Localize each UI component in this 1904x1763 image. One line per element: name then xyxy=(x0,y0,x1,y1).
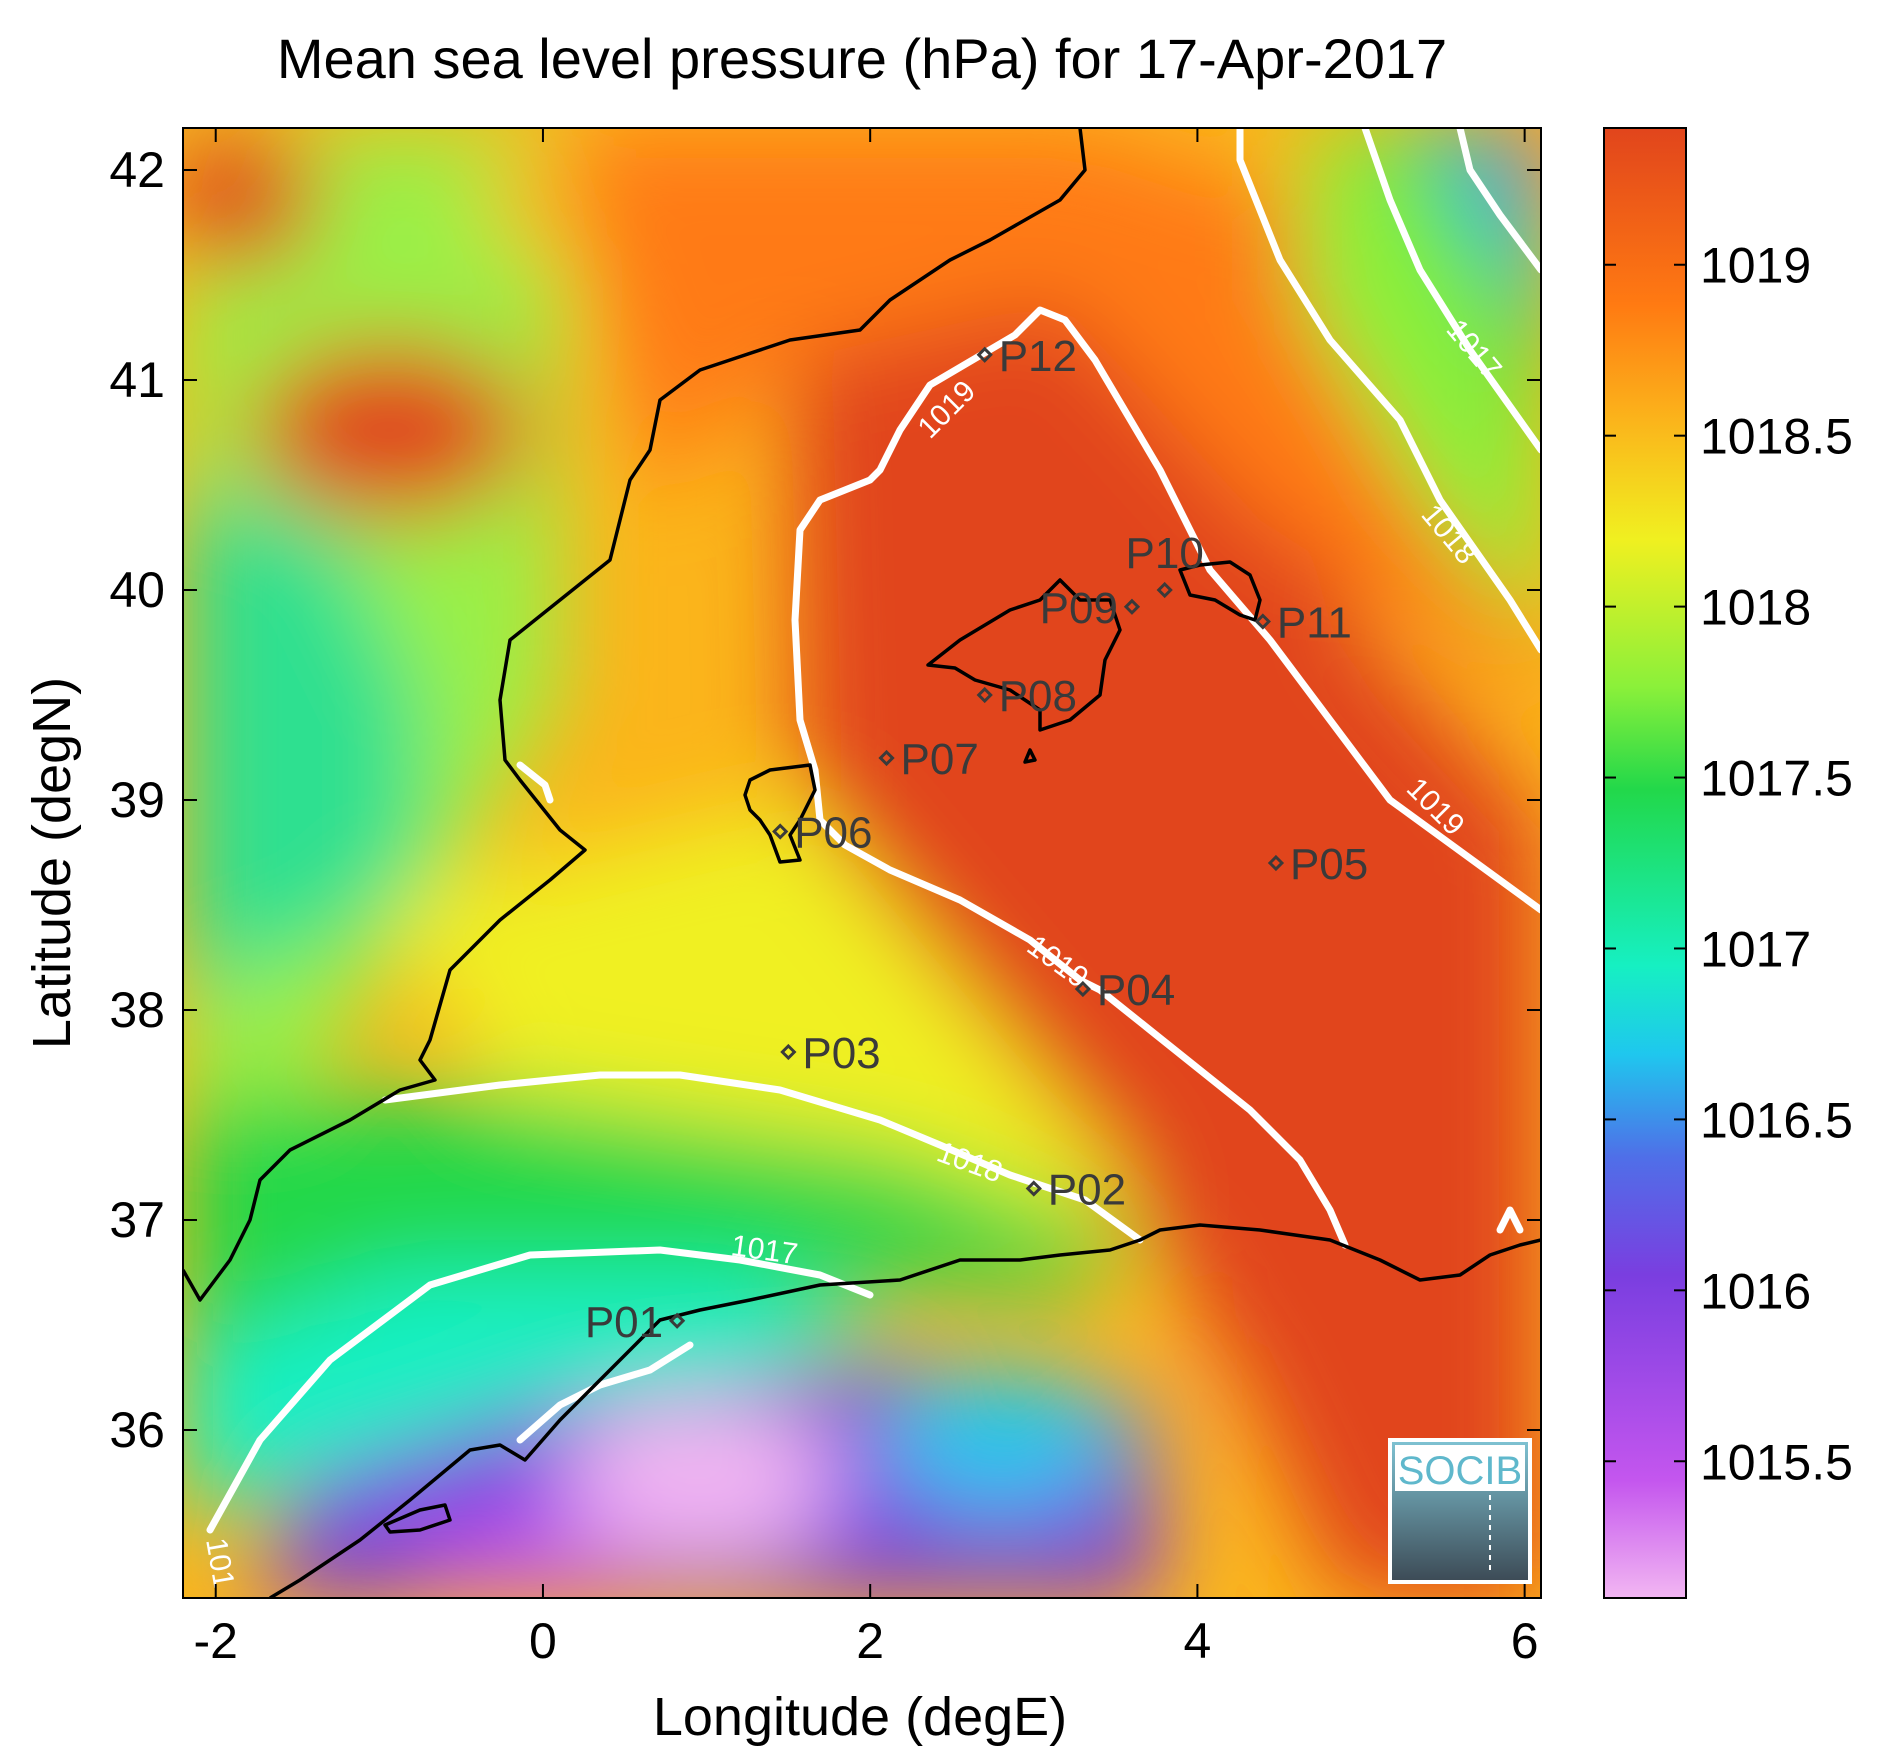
socib-logo-text: SOCIB xyxy=(1398,1449,1522,1493)
station-marker-p02 xyxy=(1025,1180,1042,1197)
x-tick-label: 6 xyxy=(1511,1613,1539,1669)
colorbar-ticks: 1015.5 1016 1016.5 1017 1017.5 1018 1018.5 1019 xyxy=(1604,238,1853,1490)
station-marker-p05 xyxy=(1267,854,1285,872)
plot-frame xyxy=(182,127,1542,1599)
colorbar-tick-label: 1018.5 xyxy=(1700,409,1853,465)
colorbar-tick-label: 1017 xyxy=(1700,921,1811,977)
station-marker-p07 xyxy=(878,749,895,767)
station-marker-p08 xyxy=(976,686,993,704)
colorbar: 1015.5 1016 1016.5 1017 1017.5 1018 1018.5 1019 xyxy=(1603,127,1853,1599)
y-axis: 36 37 38 39 40 41 42 xyxy=(109,142,1541,1458)
chart-title: Mean sea level pressure (hPa) for 17-Apr… xyxy=(277,27,1447,90)
colorbar-tick-label: 1016 xyxy=(1700,1263,1811,1319)
x-tick-label: 0 xyxy=(529,1613,557,1669)
station-label-p09: P09 xyxy=(1040,584,1118,633)
station-label-p11: P11 xyxy=(1277,599,1352,648)
station-label-p12: P12 xyxy=(999,332,1077,381)
station-marker-p10 xyxy=(1156,581,1173,599)
colorbar-gradient xyxy=(1603,127,1687,1599)
station-label-p07: P07 xyxy=(901,735,979,784)
colorbar-tick-label: 1017.5 xyxy=(1700,751,1853,807)
x-axis-label: Longitude (degE) xyxy=(653,1687,1067,1747)
x-axis: -2 0 2 4 6 xyxy=(193,128,1539,1669)
y-axis-label: Latitude (degN) xyxy=(22,677,82,1049)
station-marker-p03 xyxy=(780,1043,797,1061)
x-tick-label: 4 xyxy=(1184,1613,1212,1669)
station-marker-p11 xyxy=(1254,613,1271,630)
station-label-p03: P03 xyxy=(802,1029,880,1078)
station-marker-p12 xyxy=(976,346,993,363)
x-tick-label: -2 xyxy=(193,1613,237,1669)
station-label-p04: P04 xyxy=(1097,966,1175,1015)
y-tick-label: 39 xyxy=(109,772,165,828)
x-tick-label: 2 xyxy=(856,1613,884,1669)
y-tick-label: 37 xyxy=(109,1192,165,1248)
station-label-p06: P06 xyxy=(794,809,872,858)
station-label-p08: P08 xyxy=(999,672,1077,721)
station-marker-p01 xyxy=(668,1312,686,1329)
colorbar-tick-label: 1019 xyxy=(1700,238,1811,294)
colorbar-tick-label: 1018 xyxy=(1700,580,1811,636)
socib-logo: SOCIB xyxy=(1388,1438,1532,1584)
station-marker-p06 xyxy=(772,823,789,840)
station-label-p10: P10 xyxy=(1126,529,1204,578)
contour-lines xyxy=(206,128,1541,1534)
station-marker-p09 xyxy=(1123,598,1141,615)
y-tick-label: 36 xyxy=(109,1402,165,1458)
station-label-p01: P01 xyxy=(585,1298,663,1347)
colorbar-tick-label: 1015.5 xyxy=(1700,1434,1853,1490)
pressure-field: 1019 1019 1019 1018 1018 1017 1017 101 P… xyxy=(183,128,1541,1598)
y-tick-label: 42 xyxy=(109,142,165,198)
station-label-p02: P02 xyxy=(1048,1166,1126,1215)
station-marker-p04 xyxy=(1074,980,1092,998)
y-tick-label: 38 xyxy=(109,982,165,1038)
y-tick-label: 40 xyxy=(109,562,165,618)
station-label-p05: P05 xyxy=(1290,840,1368,889)
coastline xyxy=(183,128,1541,1598)
colorbar-tick-label: 1016.5 xyxy=(1700,1092,1853,1148)
y-tick-label: 41 xyxy=(109,352,165,408)
